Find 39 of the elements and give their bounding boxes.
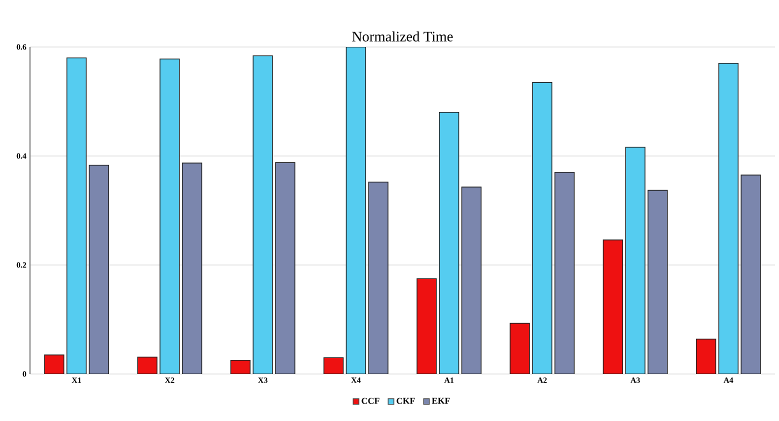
bar xyxy=(602,240,624,374)
bar xyxy=(275,162,296,374)
bar xyxy=(740,174,761,374)
legend-label: CKF xyxy=(396,398,415,404)
chart-title: Normalized Time xyxy=(352,31,453,42)
y-tick-label: 0.4 xyxy=(16,153,26,159)
y-tick-label: 0.2 xyxy=(16,262,26,268)
x-tick-label: A3 xyxy=(630,378,640,383)
bar xyxy=(532,82,552,374)
bar xyxy=(510,322,530,374)
x-tick-label: X1 xyxy=(72,378,82,383)
x-tick-label: X3 xyxy=(258,378,268,383)
bar xyxy=(368,182,388,374)
bar xyxy=(648,190,668,374)
bar xyxy=(718,62,739,374)
x-tick-label: A2 xyxy=(537,378,547,383)
bar xyxy=(88,164,110,374)
bar xyxy=(252,55,273,374)
x-tick-label: X4 xyxy=(351,378,361,383)
bar xyxy=(625,146,646,374)
bar xyxy=(696,338,716,374)
bar xyxy=(160,58,180,374)
bar xyxy=(554,172,575,374)
y-tick-label: 0 xyxy=(22,371,26,377)
x-tick-label: X2 xyxy=(164,378,174,383)
bar xyxy=(44,354,64,374)
bar xyxy=(137,356,158,374)
legend-label: EKF xyxy=(432,398,450,404)
bar xyxy=(182,162,202,374)
x-tick-label: A4 xyxy=(724,378,734,383)
x-tick-label: A1 xyxy=(444,378,454,383)
bar xyxy=(416,278,437,374)
bar xyxy=(346,47,366,374)
bar xyxy=(66,58,87,374)
bar xyxy=(438,112,460,374)
y-tick-label: 0.6 xyxy=(16,44,26,50)
legend-label: CCF xyxy=(362,398,380,404)
bar xyxy=(461,186,482,374)
bar xyxy=(323,357,344,374)
